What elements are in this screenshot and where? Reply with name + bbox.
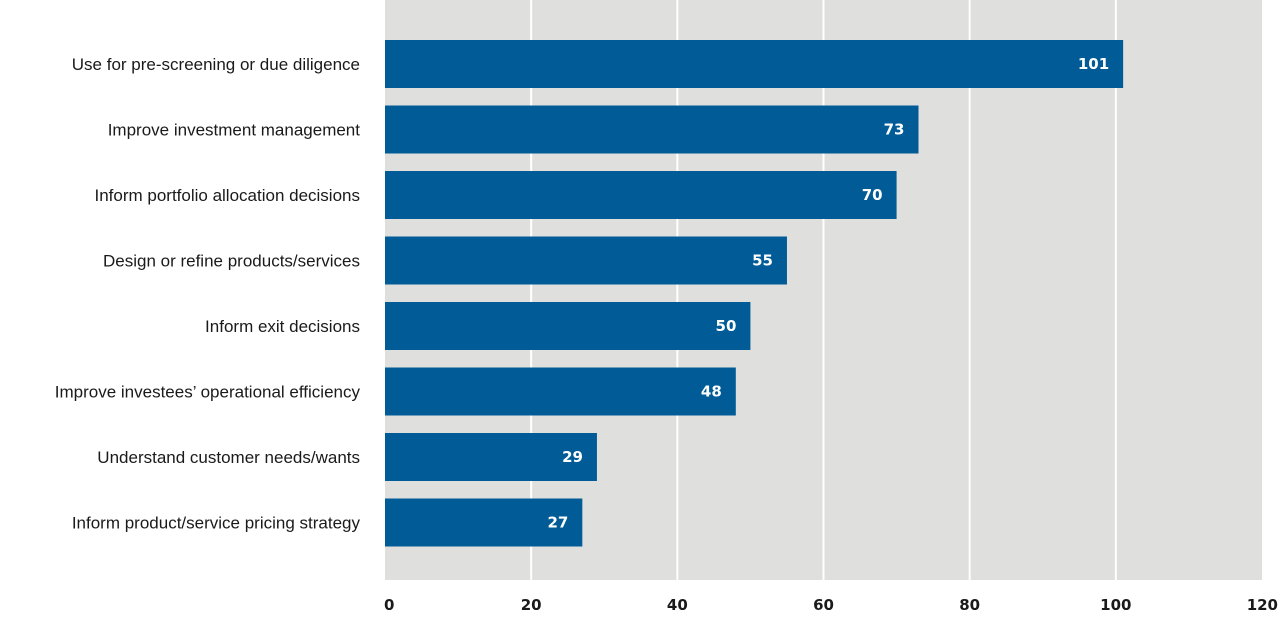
- category-label: Improve investees’ operational efficienc…: [55, 383, 361, 402]
- x-tick-label: 80: [959, 596, 980, 614]
- bar: [385, 105, 919, 154]
- bars: 101 73 70 55 50 48 29 27: [385, 40, 1124, 547]
- category-label: Understand customer needs/wants: [97, 448, 360, 467]
- category-label: Inform product/service pricing strategy: [72, 514, 361, 533]
- bar-value-label: 29: [562, 448, 583, 466]
- bar-value-label: 55: [752, 252, 773, 270]
- bar: [385, 367, 736, 416]
- bar: [385, 302, 751, 350]
- bar-value-label: 48: [701, 383, 722, 401]
- category-label: Inform portfolio allocation decisions: [94, 186, 360, 205]
- bar-value-label: 50: [716, 317, 737, 335]
- x-axis-tick-labels: 0 20 40 60 80 100 120: [384, 596, 1278, 614]
- x-tick-label: 40: [667, 596, 688, 614]
- bar: [385, 236, 787, 285]
- category-label: Design or refine products/services: [103, 252, 360, 271]
- bar-value-label: 27: [547, 514, 568, 532]
- x-tick-label: 20: [521, 596, 542, 614]
- x-tick-label: 120: [1247, 596, 1278, 614]
- bar: [385, 433, 597, 481]
- x-tick-label: 0: [384, 596, 394, 614]
- category-label: Use for pre-screening or due diligence: [72, 55, 360, 74]
- category-label: Improve investment management: [108, 121, 361, 140]
- category-label: Inform exit decisions: [205, 317, 360, 336]
- bar: [385, 171, 897, 219]
- bar-value-label: 101: [1078, 55, 1109, 73]
- bar-value-label: 70: [862, 186, 883, 204]
- bar: [385, 40, 1124, 88]
- x-tick-label: 100: [1100, 596, 1131, 614]
- gridlines: [530, 0, 1117, 580]
- bar: [385, 498, 583, 547]
- category-labels: Use for pre-screening or due diligence Im…: [55, 55, 361, 533]
- x-tick-label: 60: [813, 596, 834, 614]
- bar-value-label: 73: [884, 121, 905, 139]
